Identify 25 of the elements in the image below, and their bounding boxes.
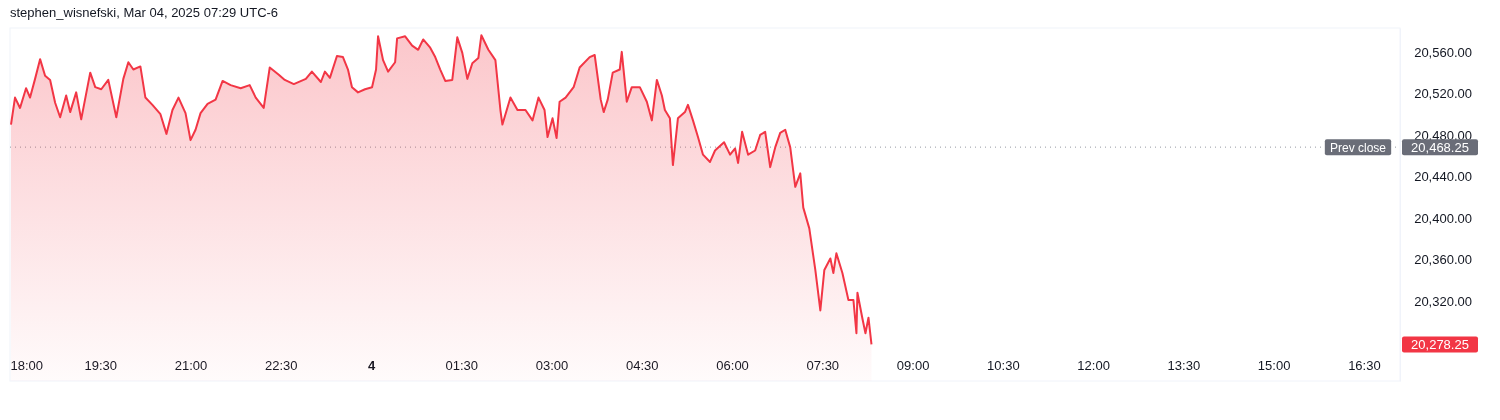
- x-tick-label: 15:00: [1257, 358, 1291, 374]
- y-tick-label: 20,320.00: [1414, 293, 1472, 309]
- x-tick-label: 22:30: [265, 358, 298, 374]
- chart-title: stephen_wisnefski, Mar 04, 2025 07:29 UTC-6: [10, 5, 279, 20]
- y-tick-label: 20,360.00: [1414, 252, 1472, 268]
- y-tick-label: 20,520.00: [1414, 86, 1472, 102]
- ref-line-label: Prev close: [1329, 140, 1387, 155]
- x-tick-label: 03:00: [535, 358, 569, 374]
- x-tick-label: 18:00: [10, 358, 44, 374]
- x-tick-label: 12:00: [1077, 358, 1110, 374]
- x-tick-label: 19:30: [84, 358, 118, 374]
- y-tick-label: 20,560.00: [1414, 44, 1472, 60]
- x-tick-label: 10:30: [987, 358, 1020, 374]
- x-tick-label: 01:30: [445, 358, 479, 374]
- x-tick-label: 06:00: [716, 358, 749, 374]
- text: 20,278.25: [1411, 336, 1469, 352]
- y-tick-label: 20,440.00: [1414, 169, 1472, 185]
- y-tick-label: 20,400.00: [1414, 210, 1472, 226]
- x-tick-label: 16:30: [1348, 358, 1381, 374]
- x-tick-label: 4: [367, 358, 376, 374]
- x-tick-label: 07:30: [806, 358, 840, 374]
- x-tick-label: 13:30: [1167, 358, 1201, 374]
- x-tick-label: 09:00: [896, 358, 930, 374]
- x-tick-label: 21:00: [174, 358, 208, 374]
- x-tick-label: 04:30: [626, 358, 659, 374]
